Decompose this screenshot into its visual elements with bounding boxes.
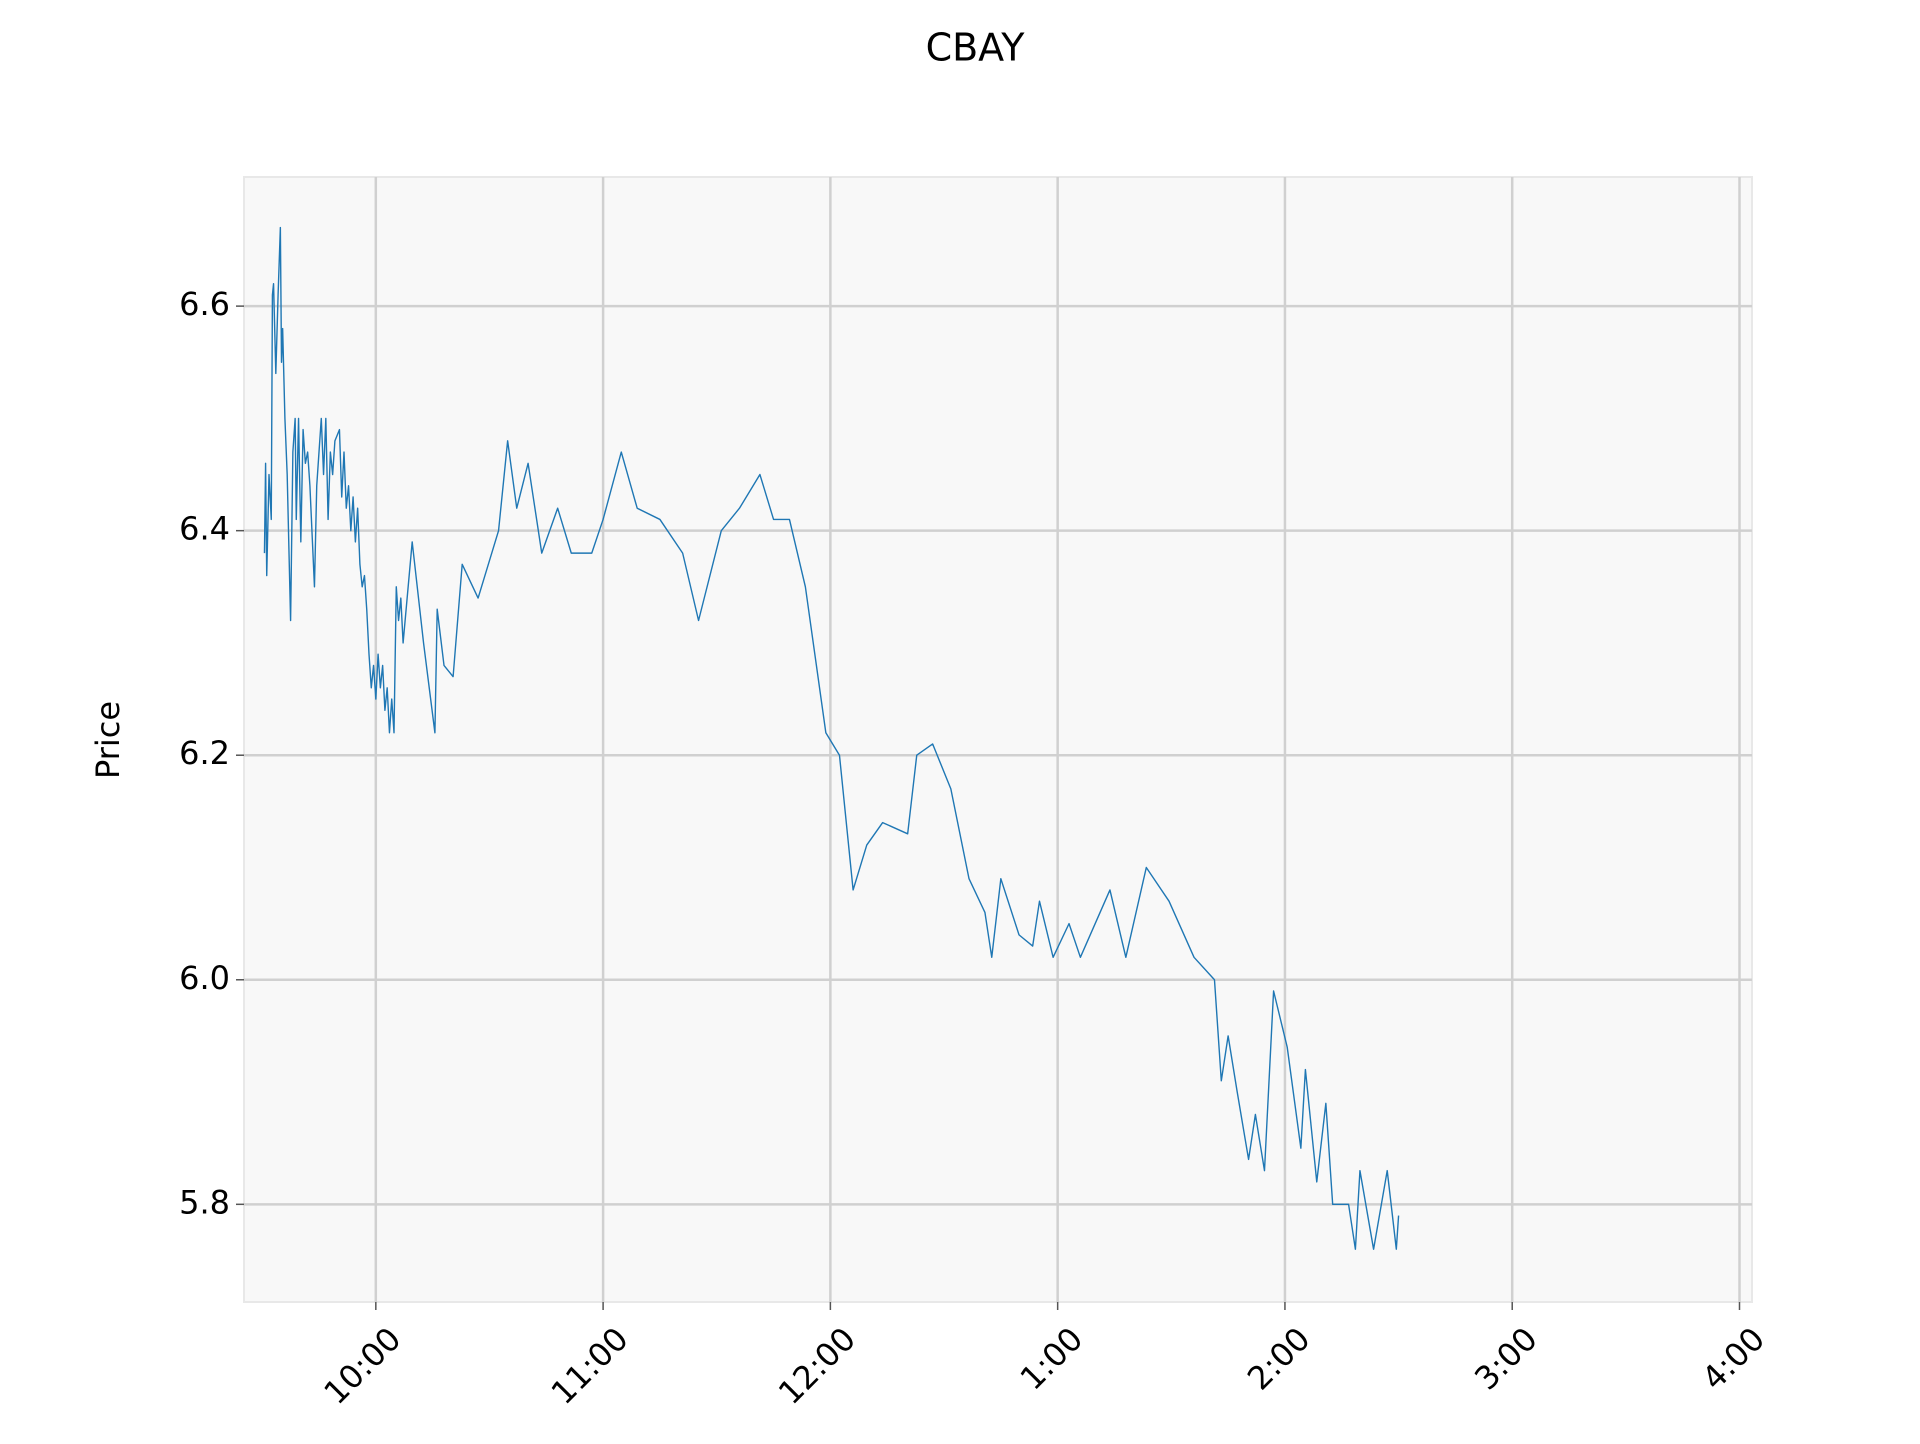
y-tick-label: 6.4 (179, 510, 230, 548)
x-tick-label: 11:00 (544, 1320, 636, 1412)
y-tick-label: 6.0 (179, 959, 230, 997)
x-tick-label: 2:00 (1240, 1320, 1318, 1398)
x-tick-label: 12:00 (771, 1320, 863, 1412)
y-tick-label: 6.6 (179, 285, 230, 323)
x-tick-label: 3:00 (1467, 1320, 1545, 1398)
price-line (263, 226, 1400, 1250)
y-tick-label: 5.8 (179, 1183, 230, 1221)
x-tick-label: 10:00 (316, 1320, 408, 1412)
x-tick-label: 4:00 (1694, 1320, 1772, 1398)
x-tick-label: 1:00 (1013, 1320, 1091, 1398)
y-axis-label: Price (89, 701, 127, 779)
chart-title: CBAY (926, 26, 1026, 70)
y-tick-label: 6.2 (179, 734, 230, 772)
plot-area (243, 176, 1753, 1303)
